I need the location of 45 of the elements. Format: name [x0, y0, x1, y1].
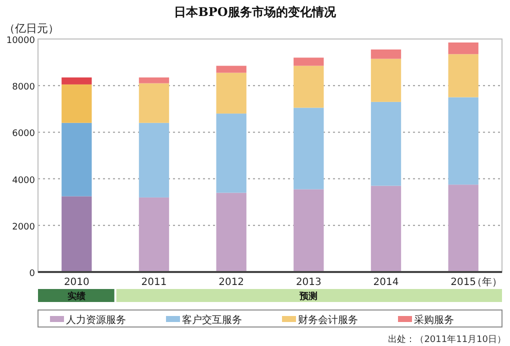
bar: [216, 66, 246, 73]
x-tick-label: 2011: [141, 277, 167, 288]
y-tick-label: 6000: [12, 129, 36, 140]
legend-label: 财务会计服务: [298, 314, 358, 326]
bar: [138, 122, 170, 198]
y-tick-label: 0: [29, 269, 36, 279]
x-tick-label: 2012: [218, 277, 244, 288]
legend-label: 人力资源服务: [66, 314, 126, 326]
bar: [62, 196, 92, 272]
x-tick-label: 2013: [296, 277, 322, 288]
bar: [138, 77, 170, 84]
bar: [216, 114, 246, 193]
bar: [448, 54, 478, 98]
bar: [448, 97, 478, 185]
bar: [370, 58, 402, 102]
bar: [294, 108, 324, 190]
bar: [370, 102, 402, 186]
bar: [448, 184, 478, 272]
bar: [294, 66, 324, 108]
text: 实绩: [68, 291, 86, 302]
y-tick-label: 2000: [12, 222, 36, 232]
text: 预测: [298, 291, 318, 302]
bar: [370, 49, 402, 59]
y-tick-label: 4000: [12, 176, 36, 186]
bar: [294, 189, 324, 272]
legend-label: 采购服务: [414, 314, 454, 326]
bar: [216, 72, 246, 114]
bar: [138, 83, 170, 123]
bar: [62, 77, 92, 84]
text: 出处：（2011年11月10日）: [388, 334, 506, 345]
bar: [62, 84, 92, 123]
y-axis-title: （亿日元）: [4, 22, 59, 35]
y-tick-label: 10000: [6, 36, 36, 46]
bar: [216, 192, 246, 272]
bar: [62, 122, 92, 196]
x-tick-label: 2010: [64, 277, 90, 288]
bar: [294, 58, 324, 66]
bar: [138, 197, 170, 272]
x-tick-label: 2015: [450, 277, 476, 288]
y-tick-label: 8000: [12, 82, 36, 93]
x-tick-label: 2014: [373, 277, 399, 288]
chart-title: 日本BPO服务市场的变化情况: [174, 5, 337, 19]
bar: [448, 42, 478, 54]
legend-label: 客户交互服务: [182, 314, 242, 326]
bar: [370, 186, 402, 272]
